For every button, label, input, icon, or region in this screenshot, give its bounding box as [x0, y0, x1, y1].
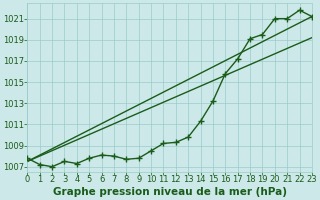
X-axis label: Graphe pression niveau de la mer (hPa): Graphe pression niveau de la mer (hPa): [53, 187, 287, 197]
